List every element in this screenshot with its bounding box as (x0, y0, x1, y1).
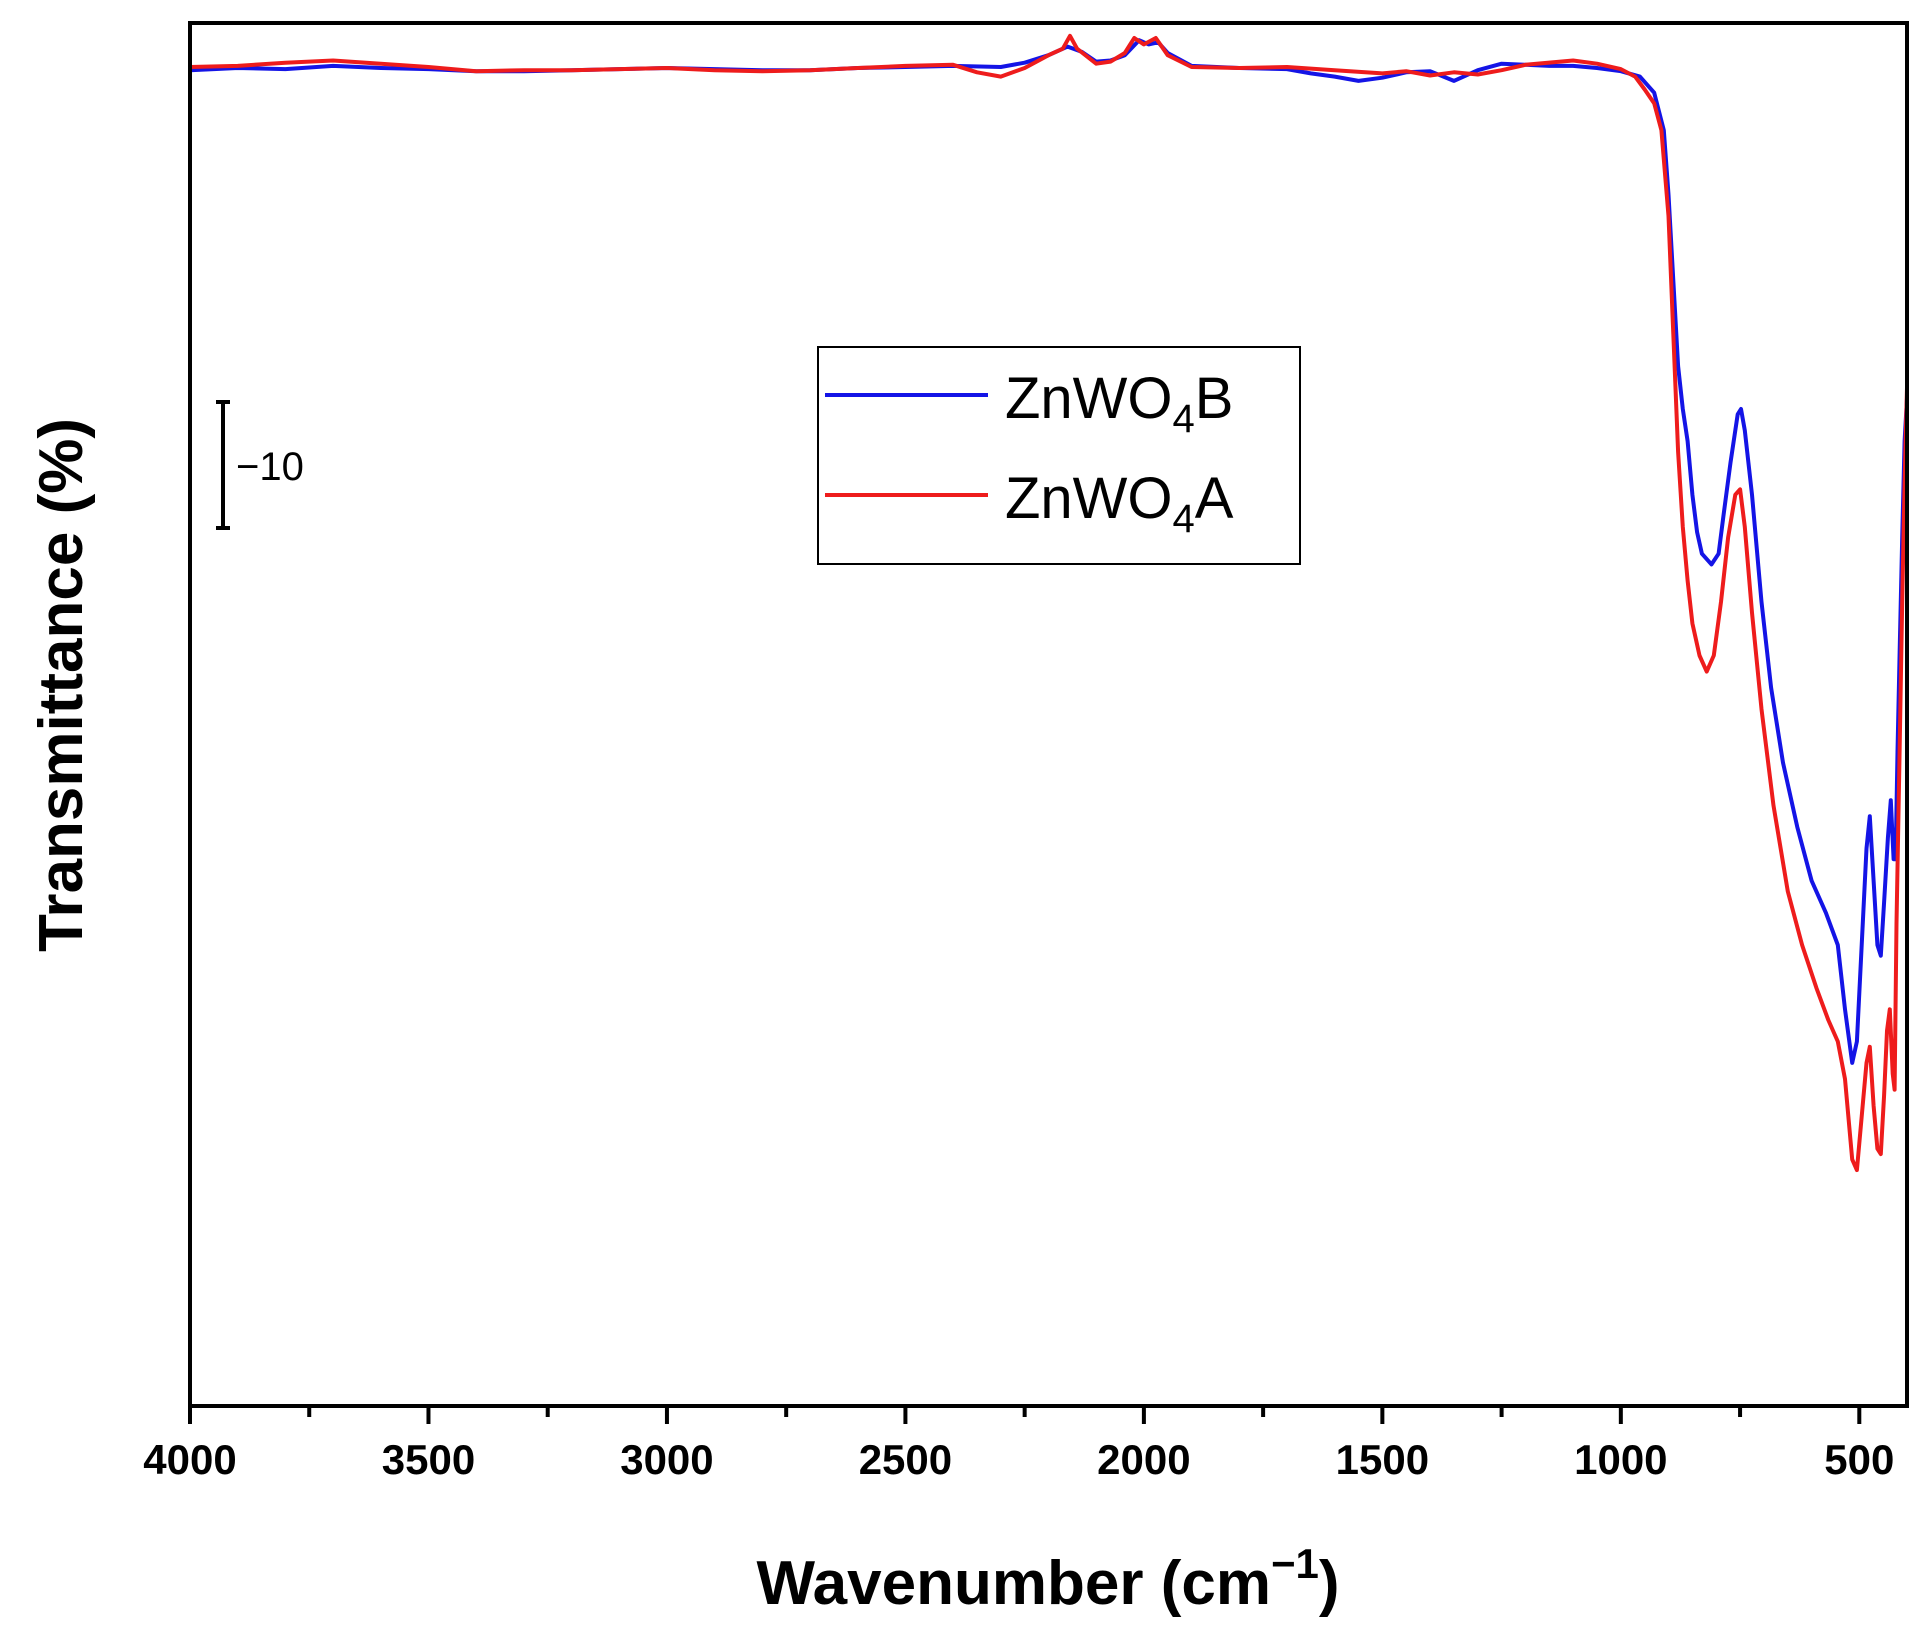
legend-label-znwo4a: ZnWO4A (1005, 466, 1234, 541)
x-tick-label-1000: 1000 (1574, 1436, 1667, 1483)
legend-label-znwo4b: ZnWO4B (1005, 366, 1233, 441)
x-tick-label-3000: 3000 (620, 1436, 713, 1483)
x-axis-tick-labels: 4000 3500 3000 2500 2000 1500 1000 500 (143, 1436, 1894, 1483)
x-tick-label-2500: 2500 (859, 1436, 952, 1483)
x-tick-label-2000: 2000 (1097, 1436, 1190, 1483)
x-axis-title: Wavenumber (cm−1) (756, 1540, 1339, 1618)
y-axis-title: Transmittance (%) (27, 418, 96, 952)
x-tick-label-500: 500 (1824, 1436, 1894, 1483)
x-tick-label-1500: 1500 (1336, 1436, 1429, 1483)
series-layer (189, 33, 1909, 1173)
x-tick-label-4000: 4000 (143, 1436, 236, 1483)
legend-box (817, 346, 1301, 565)
x-tick-label-3500: 3500 (382, 1436, 475, 1483)
series-line-znwo4a (189, 33, 1909, 1173)
scale-bar: −10 (216, 400, 304, 530)
scale-bar-label: −10 (236, 445, 304, 489)
plot-frame (188, 21, 1909, 1408)
legend: ZnWO4B ZnWO4A (817, 346, 1301, 565)
